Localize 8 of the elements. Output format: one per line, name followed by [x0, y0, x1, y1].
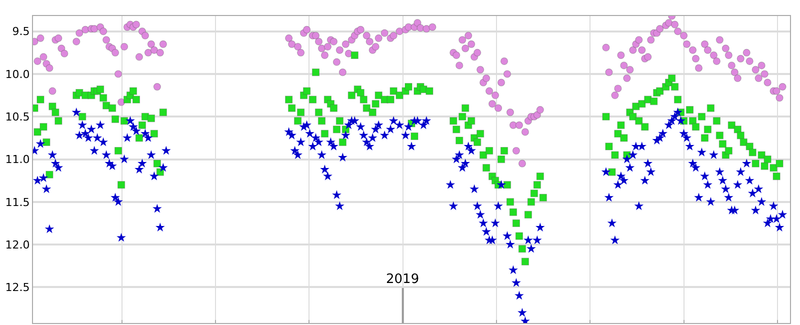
y-tick-label: 12.0	[5, 238, 30, 252]
y-tick-label: 12.5	[5, 281, 30, 294]
y-tick-label: 10.0	[5, 68, 30, 81]
y-tick-label: 11.5	[5, 196, 30, 209]
annotation: 2019	[386, 272, 420, 287]
y-tick-label: 11.0	[5, 153, 30, 166]
y-tick-label: 10.5	[5, 110, 30, 124]
y-tick-label: 9.5	[12, 25, 30, 38]
